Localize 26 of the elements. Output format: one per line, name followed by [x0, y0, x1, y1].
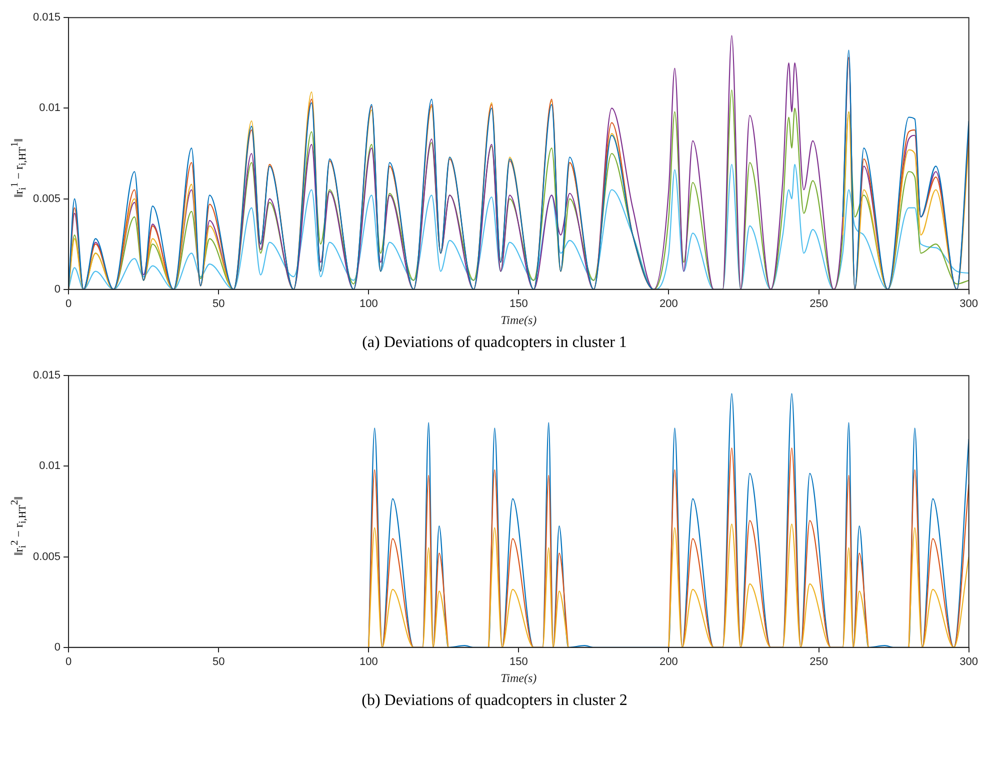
x-tick-label: 50 — [212, 656, 225, 668]
x-tick-label: 200 — [660, 298, 678, 310]
x-tick-label: 0 — [65, 298, 72, 310]
x-tick-label: 200 — [660, 656, 678, 668]
y-tick-label: 0.01 — [39, 460, 61, 472]
text: (a) Deviations of quadcopters in cluster 1 — [361, 334, 628, 352]
y-tick-label: 0.005 — [32, 192, 61, 205]
y-tick-label: 0.015 — [32, 370, 61, 382]
x-tick-label: 150 — [509, 656, 528, 668]
y-tick-label: 0 — [54, 283, 61, 296]
x-tick-label: 50 — [212, 298, 225, 310]
x-axis-title: Time(s) — [500, 670, 537, 685]
y-tick-label: 0.005 — [32, 550, 61, 563]
y-tick-label: 0.01 — [39, 102, 61, 114]
text: (b) Deviations of quadcopters in cluster 2 — [360, 692, 628, 710]
x-tick-label: 300 — [960, 298, 978, 310]
y-tick-label: 0.015 — [32, 12, 61, 24]
x-tick-label: 150 — [509, 298, 528, 310]
x-tick-label: 300 — [960, 656, 978, 668]
y-tick-label: 0 — [54, 641, 61, 654]
x-tick-label: 250 — [810, 656, 828, 668]
x-tick-label: 250 — [810, 298, 828, 310]
x-tick-label: 100 — [359, 298, 378, 310]
x-axis-title: Time(s) — [500, 312, 537, 327]
x-tick-label: 100 — [359, 656, 378, 668]
x-tick-label: 0 — [65, 656, 72, 668]
